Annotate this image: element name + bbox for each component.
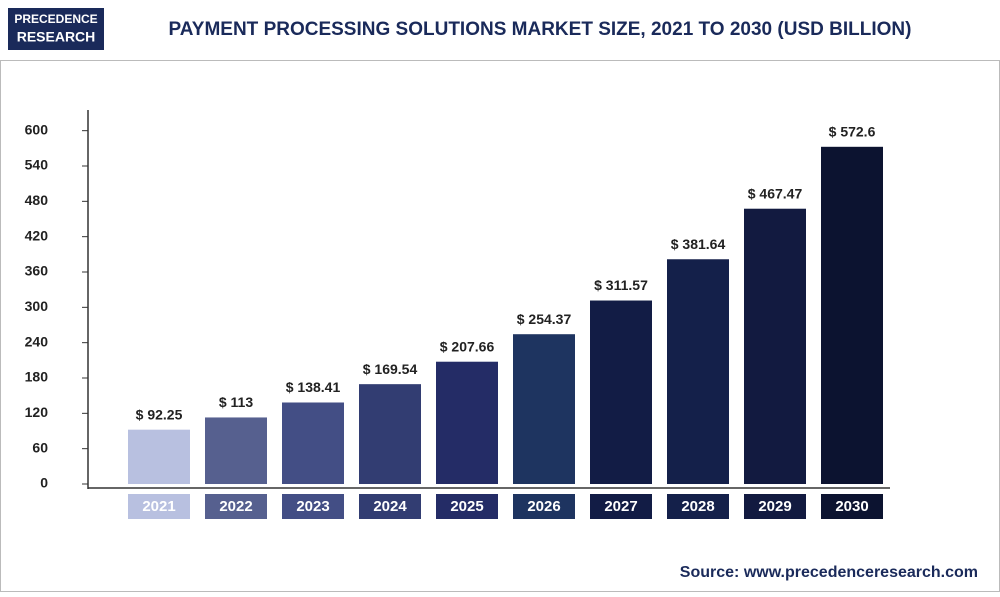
y-tick-label: 300 [25,298,49,314]
logo-text: RESEARCH [17,29,96,45]
y-tick-label: 540 [25,157,49,173]
category-box [744,494,806,519]
chart-title: PAYMENT PROCESSING SOLUTIONS MARKET SIZE… [169,19,912,40]
value-label: $ 92.25 [136,406,183,422]
y-tick-label: 600 [25,121,49,137]
bar [667,259,729,484]
value-label: $ 169.54 [363,361,418,377]
x-tick-label: 2028 [681,498,714,515]
logo-box [8,8,104,50]
y-tick-label: 60 [32,439,48,455]
y-tick-label: 480 [25,192,49,208]
bar [359,384,421,484]
x-tick-label: 2029 [758,498,791,515]
y-tick-label: 180 [25,369,49,385]
x-tick-label: 2023 [296,498,329,515]
value-label: $ 113 [219,394,253,410]
source: Source: www.precedenceresearch.com [680,564,978,581]
x-tick-label: 2027 [604,498,637,515]
value-label: $ 572.6 [829,124,876,140]
logo-text: PRECEDENCE [14,12,97,26]
category-box [282,494,344,519]
y-tick-label: 420 [25,227,49,243]
value-label: $ 138.41 [286,379,341,395]
bar [128,429,190,484]
category-box [359,494,421,519]
category-box [667,494,729,519]
y-tick-label: 240 [25,333,49,349]
bar [436,361,498,484]
y-tick-label: 0 [40,475,48,491]
category-box [205,494,267,519]
x-tick-label: 2022 [219,498,252,515]
bar [744,208,806,485]
bar [590,300,652,484]
y-tick-label: 120 [25,404,49,420]
y-tick-label: 360 [25,263,49,279]
value-label: $ 254.37 [517,311,572,327]
x-tick-label: 2030 [835,498,868,515]
category-box [436,494,498,519]
category-box [128,494,190,519]
value-label: $ 467.47 [748,185,803,201]
value-label: $ 207.66 [440,338,495,354]
value-label: $ 381.64 [671,236,726,252]
category-box [821,494,883,519]
category-box [513,494,575,519]
bar [513,334,575,484]
bar [205,417,267,484]
value-label: $ 311.57 [594,277,648,293]
x-tick-label: 2021 [142,498,175,515]
bar [282,402,344,484]
x-tick-label: 2025 [450,498,483,515]
category-box [590,494,652,519]
x-tick-label: 2024 [373,498,407,515]
bar [821,146,883,484]
x-tick-label: 2026 [527,498,560,515]
